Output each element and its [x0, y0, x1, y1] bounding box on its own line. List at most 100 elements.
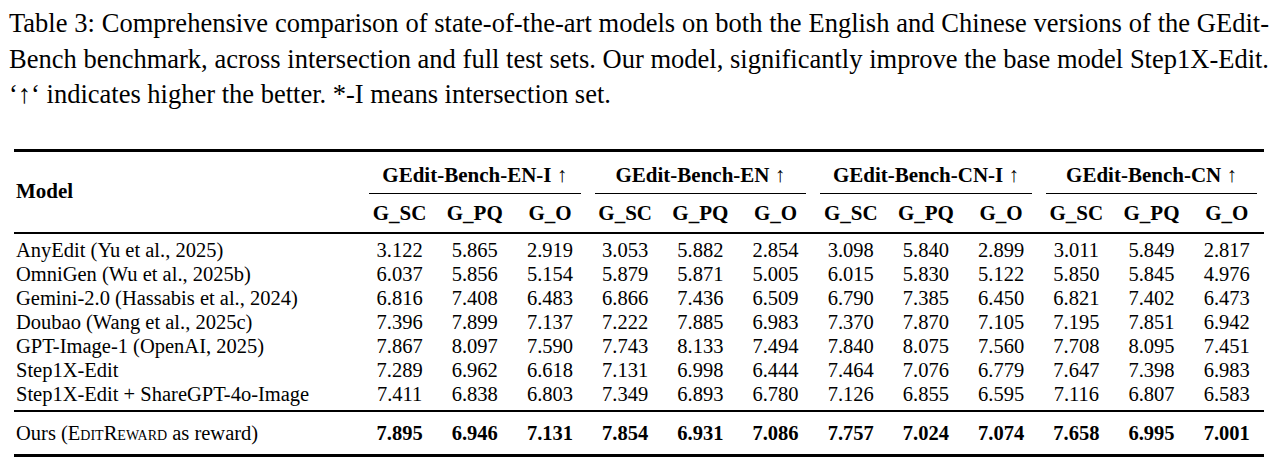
metric-value: 6.942 [1189, 310, 1264, 334]
metric-value: 5.871 [663, 262, 738, 286]
sub-header-g-o: G_O [1189, 194, 1264, 233]
metric-value: 7.743 [588, 334, 663, 358]
metric-value: 6.473 [1189, 286, 1264, 310]
metric-value: 5.005 [738, 262, 813, 286]
metric-value: 2.817 [1189, 233, 1264, 262]
metric-value: 4.976 [1189, 262, 1264, 286]
metric-value: 7.396 [362, 310, 437, 334]
metric-value: 5.850 [1039, 262, 1114, 286]
metric-value: 7.116 [1039, 382, 1114, 411]
group-header-label: GEdit-Bench-CN ↑ [1046, 163, 1258, 194]
ours-metric-value: 7.658 [1039, 411, 1114, 456]
metric-value: 7.137 [512, 310, 587, 334]
table-row: Doubao (Wang et al., 2025c)7.3967.8997.1… [14, 310, 1264, 334]
metric-value: 7.464 [813, 358, 888, 382]
table-row: Step1X-Edit + ShareGPT-4o-Image7.4116.83… [14, 382, 1264, 411]
metric-value: 7.840 [813, 334, 888, 358]
model-name: OmniGen (Wu et al., 2025b) [14, 262, 362, 286]
metric-value: 6.983 [738, 310, 813, 334]
model-name: AnyEdit (Yu et al., 2025) [14, 233, 362, 262]
ours-metric-value: 7.854 [588, 411, 663, 456]
sub-header-g-pq: G_PQ [663, 194, 738, 233]
metric-value: 6.450 [964, 286, 1039, 310]
group-header-row: Model GEdit-Bench-EN-I ↑ GEdit-Bench-EN … [14, 150, 1264, 194]
sub-header-g-sc: G_SC [1039, 194, 1114, 233]
group-header-label: GEdit-Bench-EN-I ↑ [369, 163, 581, 194]
metric-value: 7.126 [813, 382, 888, 411]
model-name: GPT-Image-1 (OpenAI, 2025) [14, 334, 362, 358]
table-container: Model GEdit-Bench-EN-I ↑ GEdit-Bench-EN … [14, 149, 1264, 457]
metric-value: 6.509 [738, 286, 813, 310]
metric-value: 8.133 [663, 334, 738, 358]
column-header-model: Model [14, 150, 362, 233]
metric-value: 7.222 [588, 310, 663, 334]
ours-row: Ours (EditReward as reward) 7.8956.9467.… [14, 411, 1264, 456]
table-row: Step1X-Edit7.2896.9626.6187.1316.9986.44… [14, 358, 1264, 382]
metric-value: 6.821 [1039, 286, 1114, 310]
sub-header-g-sc: G_SC [362, 194, 437, 233]
metric-value: 5.856 [437, 262, 512, 286]
metric-value: 5.122 [964, 262, 1039, 286]
group-header-label: GEdit-Bench-CN-I ↑ [820, 163, 1032, 194]
group-header-gedit-bench-en-i: GEdit-Bench-EN-I ↑ [362, 150, 588, 194]
model-name: Step1X-Edit [14, 358, 362, 382]
metric-value: 8.095 [1114, 334, 1189, 358]
metric-value: 6.816 [362, 286, 437, 310]
metric-value: 6.998 [663, 358, 738, 382]
metric-value: 7.708 [1039, 334, 1114, 358]
metric-value: 6.838 [437, 382, 512, 411]
metric-value: 7.398 [1114, 358, 1189, 382]
sub-header-g-sc: G_SC [588, 194, 663, 233]
ours-metric-value: 7.074 [964, 411, 1039, 456]
metric-value: 7.408 [437, 286, 512, 310]
metric-value: 6.855 [888, 382, 963, 411]
metric-value: 6.803 [512, 382, 587, 411]
metric-value: 7.867 [362, 334, 437, 358]
model-name: Step1X-Edit + ShareGPT-4o-Image [14, 382, 362, 411]
table-footer: Ours (EditReward as reward) 7.8956.9467.… [14, 411, 1264, 456]
metric-value: 6.866 [588, 286, 663, 310]
metric-value: 6.583 [1189, 382, 1264, 411]
metric-value: 7.647 [1039, 358, 1114, 382]
sub-header-g-pq: G_PQ [888, 194, 963, 233]
sub-header-g-o: G_O [738, 194, 813, 233]
metric-value: 3.098 [813, 233, 888, 262]
metric-value: 7.195 [1039, 310, 1114, 334]
metric-value: 8.075 [888, 334, 963, 358]
metric-value: 6.962 [437, 358, 512, 382]
metric-value: 2.919 [512, 233, 587, 262]
ours-metric-value: 7.024 [888, 411, 963, 456]
ours-model-name: Ours (EditReward as reward) [14, 411, 362, 456]
ours-metric-value: 7.131 [512, 411, 587, 456]
results-table: Model GEdit-Bench-EN-I ↑ GEdit-Bench-EN … [14, 149, 1264, 457]
metric-value: 5.154 [512, 262, 587, 286]
metric-value: 6.780 [738, 382, 813, 411]
metric-value: 7.851 [1114, 310, 1189, 334]
metric-value: 3.011 [1039, 233, 1114, 262]
group-header-gedit-bench-en: GEdit-Bench-EN ↑ [588, 150, 814, 194]
model-name: Doubao (Wang et al., 2025c) [14, 310, 362, 334]
metric-value: 7.899 [437, 310, 512, 334]
table-caption: Table 3: Comprehensive comparison of sta… [9, 6, 1269, 113]
metric-value: 7.385 [888, 286, 963, 310]
metric-value: 6.444 [738, 358, 813, 382]
metric-value: 8.097 [437, 334, 512, 358]
metric-value: 5.882 [663, 233, 738, 262]
group-header-gedit-bench-cn-i: GEdit-Bench-CN-I ↑ [813, 150, 1039, 194]
metric-value: 6.983 [1189, 358, 1264, 382]
editreward-name: EditReward [68, 422, 167, 444]
metric-value: 3.122 [362, 233, 437, 262]
metric-value: 7.076 [888, 358, 963, 382]
metric-value: 6.790 [813, 286, 888, 310]
metric-value: 7.590 [512, 334, 587, 358]
table-row: OmniGen (Wu et al., 2025b)6.0375.8565.15… [14, 262, 1264, 286]
metric-value: 6.779 [964, 358, 1039, 382]
model-name: Gemini-2.0 (Hassabis et al., 2024) [14, 286, 362, 310]
metric-value: 6.618 [512, 358, 587, 382]
metric-value: 5.865 [437, 233, 512, 262]
group-header-gedit-bench-cn: GEdit-Bench-CN ↑ [1039, 150, 1265, 194]
metric-value: 5.845 [1114, 262, 1189, 286]
metric-value: 7.289 [362, 358, 437, 382]
sub-header-g-pq: G_PQ [1114, 194, 1189, 233]
table-header: Model GEdit-Bench-EN-I ↑ GEdit-Bench-EN … [14, 150, 1264, 233]
